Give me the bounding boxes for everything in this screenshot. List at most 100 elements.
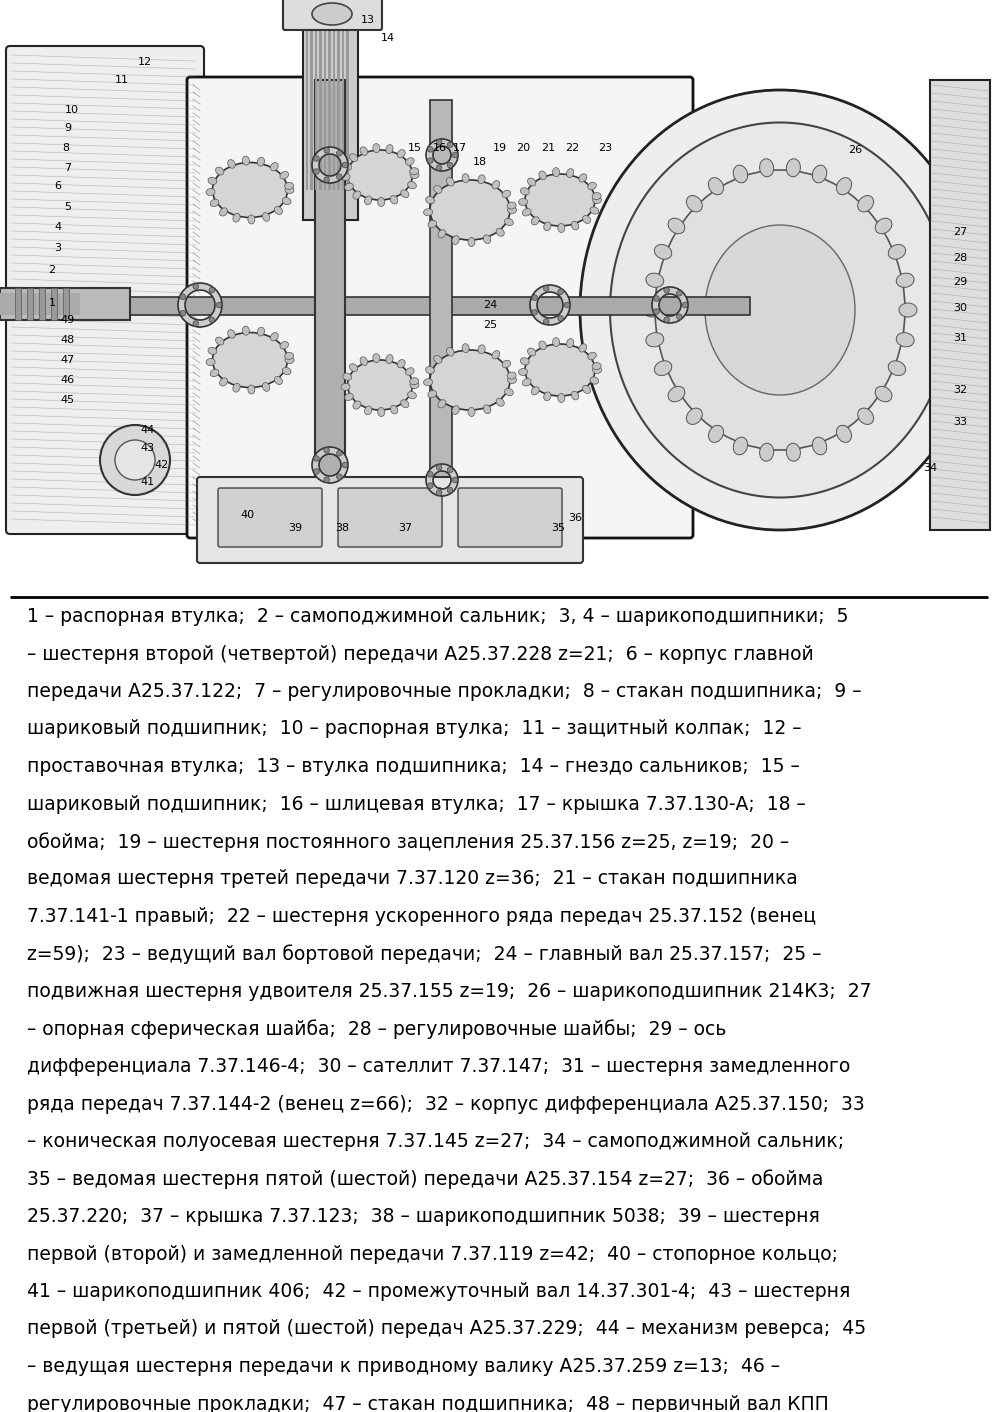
Text: 20: 20 — [516, 143, 530, 152]
Ellipse shape — [786, 158, 800, 176]
Ellipse shape — [668, 387, 685, 402]
Bar — [0, 294, 80, 315]
Ellipse shape — [407, 391, 416, 398]
Text: 35 – ведомая шестерня пятой (шестой) передачи А25.37.154 z=27;  36 – обойма: 35 – ведомая шестерня пятой (шестой) пер… — [27, 1169, 823, 1189]
Ellipse shape — [410, 378, 418, 384]
Ellipse shape — [544, 393, 551, 401]
Ellipse shape — [590, 377, 599, 384]
Text: 18: 18 — [473, 157, 487, 167]
Circle shape — [313, 155, 319, 161]
Ellipse shape — [899, 304, 917, 318]
Text: первой (второй) и замедленной передачи 7.37.119 z=42;  40 – стопорное кольцо;: первой (второй) и замедленной передачи 7… — [27, 1244, 838, 1264]
Ellipse shape — [888, 244, 905, 260]
Text: 25.37.220;  37 – крышка 7.37.123;  38 – шарикоподшипник 5038;  39 – шестерня: 25.37.220; 37 – крышка 7.37.123; 38 – ша… — [27, 1207, 820, 1226]
Bar — [63, 288, 69, 321]
Ellipse shape — [401, 189, 409, 198]
Bar — [342, 10, 344, 191]
Ellipse shape — [207, 189, 216, 196]
Ellipse shape — [216, 337, 224, 345]
Circle shape — [677, 291, 683, 297]
Text: 26: 26 — [848, 145, 862, 155]
Ellipse shape — [592, 363, 601, 370]
Text: 16: 16 — [433, 143, 447, 152]
Ellipse shape — [257, 157, 264, 167]
Text: 1: 1 — [49, 298, 56, 308]
Ellipse shape — [115, 441, 155, 480]
Ellipse shape — [213, 162, 287, 217]
Text: 35: 35 — [551, 522, 565, 532]
Circle shape — [427, 483, 433, 489]
Ellipse shape — [875, 387, 892, 402]
Ellipse shape — [285, 356, 294, 363]
Ellipse shape — [423, 209, 432, 216]
Text: шариковый подшипник;  10 – распорная втулка;  11 – защитный колпак;  12 –: шариковый подшипник; 10 – распорная втул… — [27, 720, 801, 738]
Ellipse shape — [643, 304, 661, 318]
Circle shape — [664, 316, 670, 322]
Bar — [15, 288, 21, 321]
Ellipse shape — [270, 333, 278, 340]
Text: 30: 30 — [953, 304, 967, 313]
Ellipse shape — [213, 332, 287, 387]
Ellipse shape — [502, 191, 511, 198]
Circle shape — [544, 319, 549, 325]
Circle shape — [324, 448, 329, 453]
Ellipse shape — [709, 425, 724, 442]
Ellipse shape — [888, 361, 905, 376]
Ellipse shape — [349, 364, 357, 371]
Text: 2: 2 — [49, 265, 56, 275]
Ellipse shape — [505, 388, 513, 395]
Circle shape — [324, 176, 329, 182]
Ellipse shape — [410, 168, 418, 175]
Circle shape — [336, 474, 342, 480]
Ellipse shape — [786, 443, 800, 462]
Ellipse shape — [282, 367, 291, 374]
Text: 31: 31 — [953, 333, 967, 343]
Ellipse shape — [285, 186, 294, 193]
Circle shape — [447, 467, 453, 473]
Ellipse shape — [857, 408, 873, 425]
Ellipse shape — [592, 192, 601, 199]
Text: 32: 32 — [953, 385, 967, 395]
Circle shape — [436, 165, 442, 171]
Ellipse shape — [364, 196, 372, 205]
Ellipse shape — [580, 90, 980, 530]
Ellipse shape — [216, 167, 224, 175]
Bar — [51, 288, 57, 321]
Text: 41 – шарикоподшипник 406;  42 – промежуточный вал 14.37.301-4;  43 – шестерня: 41 – шарикоподшипник 406; 42 – промежуто… — [27, 1282, 850, 1300]
Ellipse shape — [492, 181, 500, 189]
Circle shape — [447, 143, 453, 148]
FancyBboxPatch shape — [218, 489, 322, 546]
Circle shape — [209, 288, 215, 292]
Ellipse shape — [386, 354, 393, 363]
Ellipse shape — [282, 198, 291, 205]
Circle shape — [313, 168, 319, 174]
Circle shape — [427, 147, 433, 152]
Ellipse shape — [579, 343, 587, 352]
Ellipse shape — [428, 220, 436, 227]
Ellipse shape — [397, 360, 405, 369]
Text: 4: 4 — [55, 222, 62, 232]
Ellipse shape — [558, 223, 565, 233]
Circle shape — [324, 148, 329, 152]
Ellipse shape — [342, 162, 351, 171]
Text: дифференциала 7.37.146-4;  30 – сателлит 7.37.147;  31 – шестерня замедленного: дифференциала 7.37.146-4; 30 – сателлит … — [27, 1058, 850, 1076]
Ellipse shape — [430, 350, 510, 409]
Text: 29: 29 — [953, 277, 967, 287]
Ellipse shape — [220, 378, 228, 385]
Bar — [430, 100, 452, 520]
Ellipse shape — [496, 398, 504, 407]
Circle shape — [436, 490, 442, 496]
Ellipse shape — [100, 425, 170, 496]
Ellipse shape — [446, 178, 454, 186]
Circle shape — [217, 302, 222, 308]
Ellipse shape — [483, 405, 491, 414]
Ellipse shape — [208, 178, 217, 185]
Ellipse shape — [478, 175, 485, 184]
Text: 6: 6 — [55, 181, 62, 191]
Text: регулировочные прокладки;  47 – стакан подшипника;  48 – первичный вал КПП: регулировочные прокладки; 47 – стакан по… — [27, 1395, 828, 1412]
Text: – коническая полуосевая шестерня 7.37.145 z=27;  34 – самоподжимной сальник;: – коническая полуосевая шестерня 7.37.14… — [27, 1132, 844, 1151]
Ellipse shape — [248, 215, 254, 225]
Circle shape — [209, 318, 215, 323]
Text: ведомая шестерня третей передачи 7.37.120 z=36;  21 – стакан подшипника: ведомая шестерня третей передачи 7.37.12… — [27, 870, 797, 888]
Ellipse shape — [593, 367, 602, 374]
